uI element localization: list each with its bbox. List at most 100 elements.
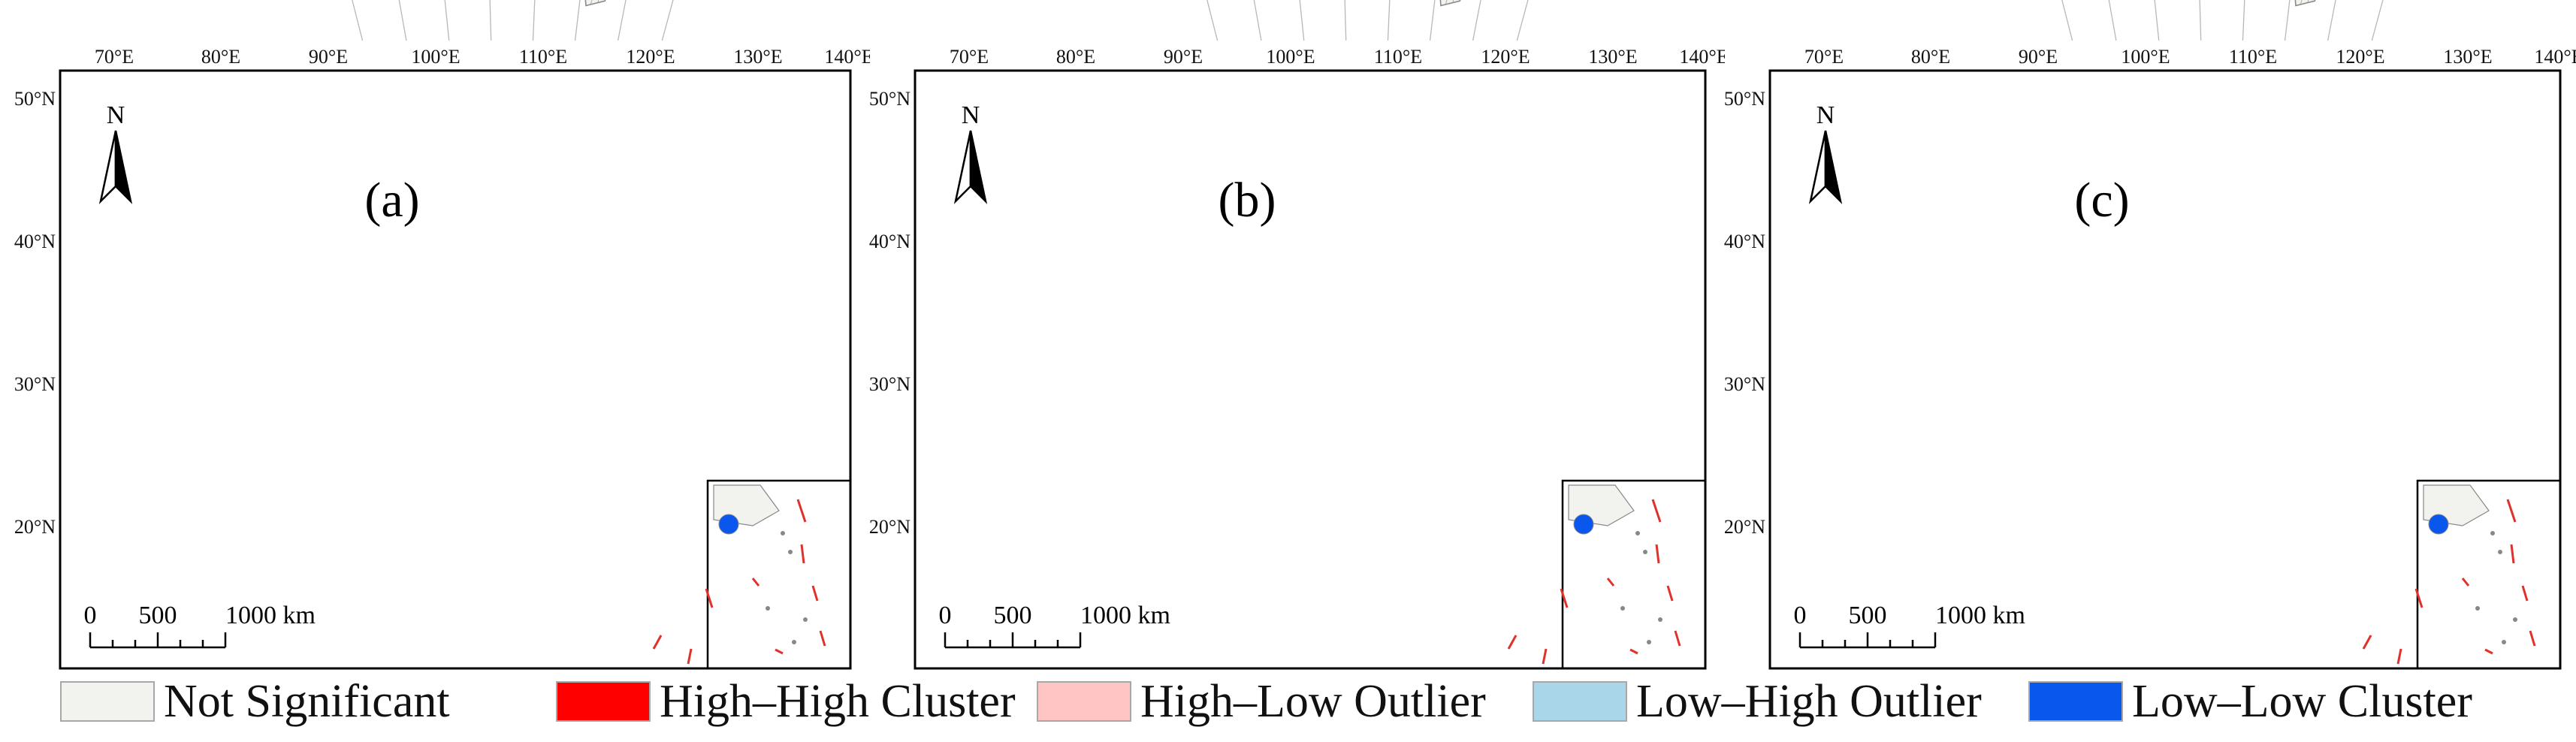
inset-island	[788, 550, 793, 554]
panel-label: (a)	[364, 173, 419, 228]
inset-dash-line	[2484, 648, 2493, 655]
inset-dash-line	[2510, 544, 2515, 564]
inset-dash-line	[1655, 544, 1660, 564]
boundary-line	[1182, 0, 1232, 6]
boundary-line	[1373, 0, 1392, 6]
boundary-line	[2259, 0, 2300, 6]
meridian	[489, 0, 492, 41]
boundary-line	[2060, 0, 2134, 6]
meridian	[1299, 0, 1305, 44]
lon-tick-label: 100°E	[411, 46, 460, 68]
scale-bar: 0 500 1000 km	[1794, 602, 2025, 649]
boundary-line	[1182, 0, 1245, 6]
boundary-line	[473, 0, 495, 6]
boundary-line	[518, 0, 537, 6]
legend-item-low-high: Low–High Outlier	[1533, 671, 1982, 731]
lon-tick-label: 140°E	[2534, 46, 2576, 68]
lon-tick-label: 130°E	[733, 46, 782, 68]
map-frame	[1768, 69, 2562, 670]
legend-label-low-high: Low–High Outlier	[1636, 675, 1982, 727]
inset-dash-line	[2506, 499, 2517, 523]
boundary-line	[2128, 0, 2175, 6]
inset-hainan	[2428, 514, 2449, 535]
lon-tick-label: 70°E	[950, 46, 989, 68]
scale-bar: 0 500 1000 km	[939, 602, 1170, 649]
boundary-line	[2037, 0, 2116, 6]
inset-island	[1658, 617, 1662, 622]
legend-item-low-low: Low–Low Cluster	[2028, 671, 2472, 731]
map-panel-a: 70°E 80°E 90°E 100°E 110°E 120°E 130°E 140°E 50°…	[14, 0, 895, 701]
county-boundaries	[328, 0, 663, 6]
lon-tick-label: 90°E	[1164, 46, 1203, 68]
legend-label-not-significant: Not Significant	[164, 675, 450, 727]
legend-item-high-low: High–Low Outlier	[1037, 671, 1486, 731]
lon-tick-label: 70°E	[95, 46, 134, 68]
boundary-line	[1310, 0, 1339, 6]
meridian	[2199, 0, 2202, 41]
boundary-line	[1290, 0, 1330, 6]
legend-swatch-low-low	[2028, 681, 2123, 722]
map-panel-c: 70°E 80°E 90°E 100°E 110°E 120°E 130°E 140°E 50°…	[1724, 0, 2576, 701]
boundary-line	[637, 0, 663, 6]
boundary-line	[627, 0, 663, 6]
scale-label: 500	[994, 602, 1032, 629]
boundary-line	[328, 0, 394, 6]
boundary-dash	[2414, 588, 2423, 608]
boundary-line	[1384, 0, 1411, 6]
meridian	[532, 0, 536, 41]
legend-item-high-high: High–High Cluster	[556, 671, 1016, 731]
boundary-line	[2037, 0, 2128, 6]
boundary-line	[1393, 0, 1430, 6]
inset-dash-line	[1606, 578, 1615, 587]
north-arrow-icon: N	[1808, 101, 1843, 204]
boundary-line	[365, 0, 655, 4]
boundary-line	[614, 0, 663, 6]
inset-dash-line	[2529, 630, 2536, 647]
boundary-dash	[652, 635, 663, 650]
lon-tick-label: 80°E	[1056, 46, 1095, 68]
boundary-line	[350, 0, 424, 6]
boundary-line	[1346, 0, 1360, 6]
lon-tick-label: 120°E	[2336, 46, 2384, 68]
north-arrow-icon: N	[953, 101, 988, 204]
boundary-line	[1469, 0, 1518, 6]
china-outline	[584, 0, 606, 7]
boundary-line	[2037, 0, 2104, 6]
north-arrow-icon: N	[98, 101, 133, 204]
meridian	[2284, 0, 2291, 44]
inset-island	[803, 617, 808, 622]
lat-tick-label: 50°N	[1724, 88, 1765, 110]
map-frame	[914, 69, 1707, 670]
boundary-line	[1404, 0, 1445, 6]
legend-swatch-high-high	[556, 681, 651, 722]
boundary-line	[2182, 0, 2205, 6]
lon-tick-label: 80°E	[1911, 46, 1950, 68]
county-boundaries	[1182, 0, 1518, 6]
county-boundaries	[2037, 0, 2372, 6]
legend-label-low-low: Low–Low Cluster	[2132, 675, 2472, 727]
inset-island	[2502, 640, 2506, 644]
boundary-dash	[1507, 635, 1518, 650]
scale-label: 1000 km	[1935, 602, 2025, 629]
north-label: N	[107, 101, 125, 129]
boundary-line	[455, 0, 484, 6]
meridian	[574, 0, 581, 44]
inset-dash-line	[811, 585, 819, 602]
inset-dash-line	[751, 578, 760, 587]
boundary-dash	[2362, 635, 2372, 650]
inset-island	[1635, 531, 1640, 535]
inset-dash-line	[1651, 499, 1662, 523]
boundary-line	[1220, 0, 1510, 4]
lat-tick-label: 20°N	[869, 516, 911, 538]
scale-label: 500	[139, 602, 177, 629]
meridian	[444, 0, 450, 44]
inset-dash-line	[1674, 630, 1681, 647]
boundary-dash	[705, 588, 714, 608]
boundary-line	[1481, 0, 1518, 6]
south-china-sea-inset	[2416, 479, 2562, 670]
inset-island	[1620, 606, 1625, 611]
boundary-line	[1182, 0, 1273, 6]
south-china-sea-inset	[1561, 479, 1707, 670]
legend-label-high-low: High–Low Outlier	[1140, 675, 1486, 727]
